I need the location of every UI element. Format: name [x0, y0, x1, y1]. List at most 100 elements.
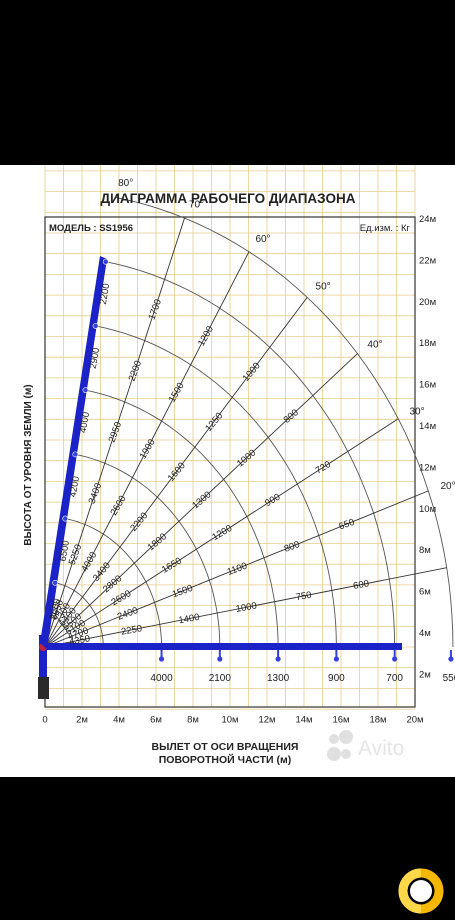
x-axis-title-line2: ПОВОРОТНОЙ ЧАСТИ (м): [159, 753, 292, 766]
radius-arc: [115, 197, 454, 648]
plot-frame: [44, 216, 416, 708]
load-label: 2600: [108, 494, 128, 518]
avito-watermark: Avito: [327, 730, 404, 761]
angle-label: 80°: [118, 178, 133, 189]
bottom-load-label: 1300: [267, 673, 290, 684]
load-label: 1900: [138, 437, 158, 461]
hook-marker: [158, 656, 165, 662]
load-label: 1000: [241, 361, 263, 384]
load-label: 6500: [57, 540, 72, 563]
ring-logo-icon[interactable]: [396, 866, 446, 916]
bottom-load-label: 4000: [150, 673, 173, 684]
x-axis-ticks: 0 2м 4м 6м 8м 10м 12м 14м 16м 18м 20м: [42, 715, 423, 726]
x-tick-label: 0: [42, 715, 47, 726]
load-label: 750: [295, 590, 313, 604]
bottom-load-label: 550: [443, 673, 455, 684]
x-tick-label: 8м: [187, 715, 199, 726]
hook-marker: [275, 656, 281, 662]
units-label: Ед.изм. : Кг: [360, 223, 411, 234]
x-axis-title-line1: ВЫЛЕТ ОТ ОСИ ВРАЩЕНИЯ: [152, 741, 299, 753]
angle-ray: [44, 490, 429, 648]
y-tick-label: 14м: [419, 421, 436, 432]
angle-labels: 0°10°20°30°40°50°60°70°80°: [118, 178, 455, 492]
load-label: 1000: [235, 447, 258, 469]
y-tick-label: 6м: [419, 587, 431, 598]
angle-label: 70°: [189, 199, 204, 210]
avito-dot-icon: [327, 747, 341, 761]
load-label: 720: [314, 459, 333, 476]
boom-section-marker: [82, 387, 89, 394]
bottom-load-label: 700: [386, 673, 403, 684]
load-label: 1600: [166, 460, 188, 483]
angle-ray: [44, 567, 447, 648]
angle-ray: [44, 217, 185, 648]
angle-ray: [44, 297, 308, 648]
angle-ray: [44, 353, 358, 648]
diagram-sheet: 4350 2250 1400 1000 750 600 4700 2400 1500 1100 80…: [0, 165, 455, 777]
load-label: 1000: [235, 600, 258, 615]
load-label: 1250: [203, 411, 225, 434]
diagram-title: ДИАГРАММА РАБОЧЕГО ДИАПАЗОНА: [101, 191, 356, 206]
bottom-load-label: 900: [328, 673, 345, 684]
load-label: 2400: [116, 605, 140, 623]
y-tick-label: 18м: [419, 338, 436, 349]
load-labels: 4350225014001000750600470024001500110080…: [48, 283, 370, 648]
crane-column: [39, 635, 47, 687]
hook-marker: [217, 656, 223, 662]
y-tick-label: 22м: [419, 255, 436, 266]
hook-marker: [333, 656, 339, 662]
x-tick-label: 14м: [295, 715, 312, 726]
angle-label: 60°: [255, 234, 270, 245]
y-axis-title: ВЫСОТА ОТ УРОВНЯ ЗЕМЛИ (м): [23, 384, 34, 545]
boom-section-marker: [62, 515, 69, 522]
load-label: 800: [283, 539, 302, 555]
boom-horizontal: [40, 643, 402, 650]
y-tick-label: 24м: [419, 214, 436, 225]
angle-label: 20°: [440, 481, 455, 492]
angle-ray: [44, 418, 399, 648]
load-label: 2200: [127, 359, 145, 383]
y-tick-label: 4м: [419, 628, 431, 639]
y-tick-label: 8м: [419, 545, 431, 556]
load-label: 2200: [98, 283, 113, 306]
avito-dot-icon: [339, 730, 353, 744]
load-label: 2250: [120, 623, 143, 638]
load-label: 1500: [167, 381, 187, 405]
load-label: 900: [263, 492, 282, 509]
hook-marker: [448, 656, 454, 662]
avito-dot-icon: [329, 734, 339, 744]
boom-section-markers: [52, 258, 109, 586]
x-tick-label: 4м: [113, 715, 125, 726]
load-label: 1100: [226, 561, 249, 578]
x-tick-label: 20м: [406, 715, 423, 726]
y-tick-label: 12м: [419, 462, 436, 473]
y-axis-ticks: 2м 4м 6м 8м 10м 12м 14м 16м 18м 20м 22м 24м: [419, 214, 436, 680]
load-label: 1700: [146, 298, 164, 322]
load-label: 1800: [146, 531, 169, 553]
angle-ray: [44, 251, 250, 648]
bottom-loads: 4000 2100 1300 900 700 550: [150, 650, 455, 684]
load-label: 4000: [78, 411, 93, 434]
y-tick-label: 10м: [419, 504, 436, 515]
angle-label: 30°: [409, 407, 424, 418]
boom-section-marker: [72, 451, 79, 458]
x-tick-label: 12м: [258, 715, 275, 726]
x-tick-label: 6м: [150, 715, 162, 726]
bottom-load-label: 2100: [209, 673, 232, 684]
angle-label: 50°: [316, 281, 331, 292]
boom-section-marker: [92, 323, 99, 329]
load-label: 1200: [210, 523, 234, 543]
angle-label: 40°: [367, 339, 382, 350]
load-label: 1650: [160, 556, 184, 576]
load-label: 1400: [178, 612, 201, 627]
y-tick-label: 2м: [419, 669, 431, 680]
load-label: 2200: [128, 510, 150, 533]
crane-base: [38, 677, 49, 699]
x-tick-label: 16м: [332, 715, 349, 726]
angle-rays: [44, 217, 447, 648]
load-label: 600: [352, 578, 370, 592]
x-tick-label: 18м: [369, 715, 386, 726]
watermark-text: Avito: [358, 737, 404, 760]
y-tick-label: 20м: [419, 297, 436, 308]
